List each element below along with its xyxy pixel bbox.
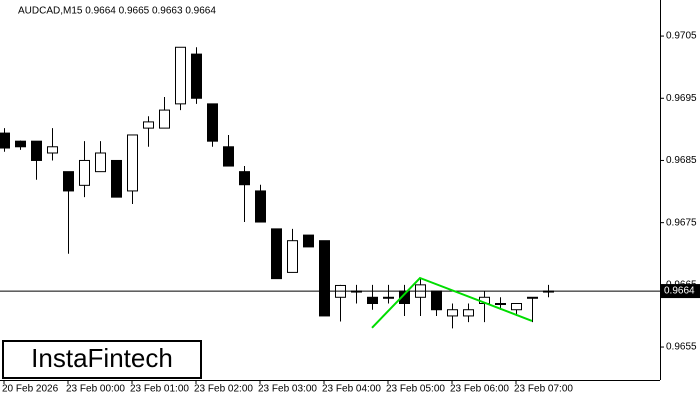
- y-tick-label: 0.9685: [666, 155, 697, 166]
- watermark: InstaFintech: [31, 343, 173, 373]
- candle-body: [527, 296, 538, 299]
- candle-body: [47, 146, 58, 154]
- candle-body: [143, 121, 154, 129]
- candle-body: [495, 303, 506, 306]
- candle-body: [191, 53, 202, 99]
- candle-body: [15, 140, 26, 148]
- x-tick-label: 23 Feb 01:00: [130, 384, 189, 395]
- watermark-box: [2, 340, 202, 379]
- candle-body: [463, 309, 474, 317]
- x-tick-label: 23 Feb 04:00: [322, 384, 381, 395]
- x-tick-label: 23 Feb 00:00: [66, 384, 125, 395]
- candle-body: [511, 303, 522, 311]
- plot-area: [0, 46, 660, 329]
- candle-body: [319, 240, 330, 317]
- x-tick-label: 23 Feb 02:00: [194, 384, 253, 395]
- y-tick-label: 0.9705: [666, 31, 697, 42]
- candle-body: [111, 159, 122, 198]
- candle-body: [159, 109, 170, 129]
- y-tick-label: 0.9695: [666, 93, 697, 104]
- x-tick-label: 20 Feb 2026: [2, 384, 59, 395]
- candle-body: [431, 290, 442, 311]
- x-tick-label: 23 Feb 03:00: [258, 384, 317, 395]
- candle-body: [223, 146, 234, 167]
- candle-body: [239, 171, 250, 186]
- candle-body: [367, 296, 378, 305]
- candle-body: [271, 228, 282, 280]
- candle-body: [79, 159, 90, 186]
- candle-body: [303, 234, 314, 248]
- candle-body: [127, 134, 138, 192]
- candle-body: [383, 296, 394, 299]
- candle-body: [287, 240, 298, 273]
- x-tick-label: 23 Feb 07:00: [514, 384, 573, 395]
- chart-title: AUDCAD,M15 0.9664 0.9665 0.9663 0.9664: [18, 6, 216, 17]
- pattern-line: [371, 276, 533, 329]
- candle-body: [255, 190, 266, 223]
- candle-body: [207, 103, 218, 142]
- candle-body: [175, 46, 186, 105]
- x-tick-label: 23 Feb 06:00: [450, 384, 509, 395]
- x-tick-label: 23 Feb 05:00: [386, 384, 445, 395]
- candle-body: [447, 309, 458, 317]
- candle-body: [63, 171, 74, 192]
- current-price-label: 0.9664: [664, 286, 695, 297]
- candle-body: [31, 140, 42, 161]
- y-tick-label: 0.9675: [666, 217, 697, 228]
- candle-body: [95, 152, 106, 173]
- current-price-box: [661, 284, 700, 299]
- candle-body: [0, 132, 10, 149]
- y-tick-label: 0.9655: [666, 342, 697, 353]
